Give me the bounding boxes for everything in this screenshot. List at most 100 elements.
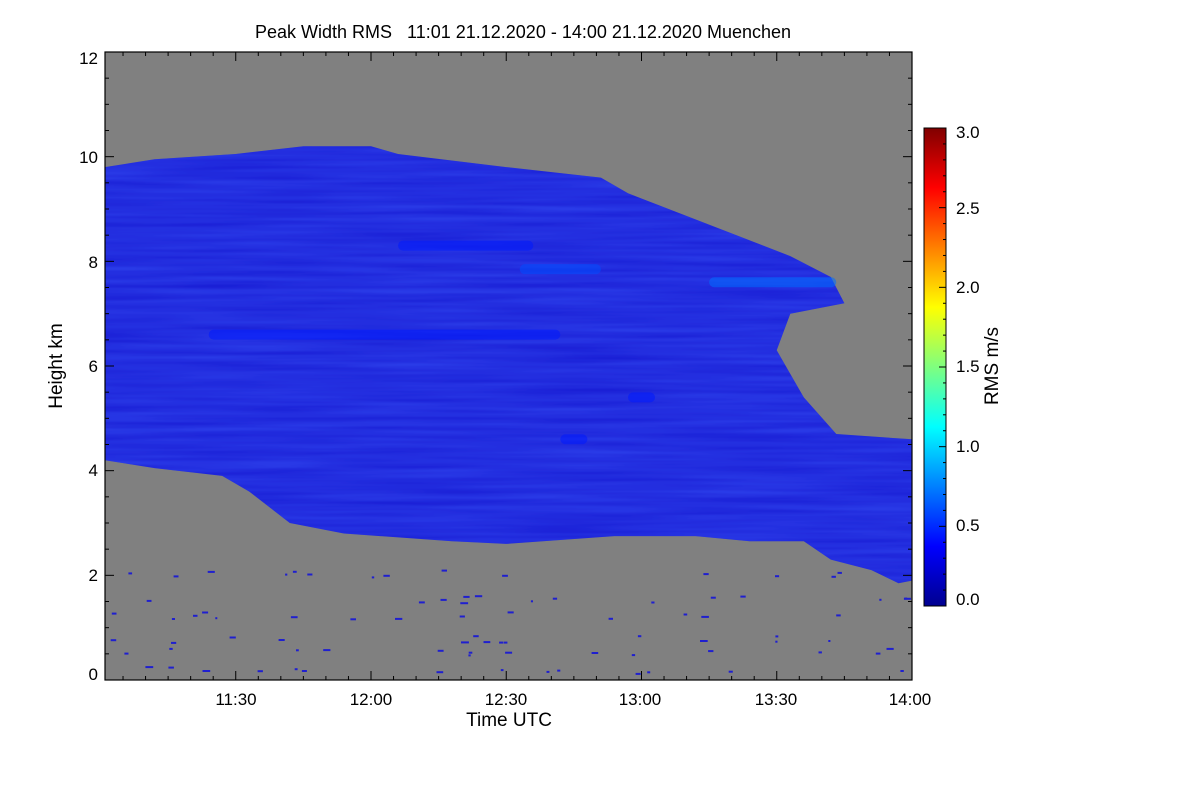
speckle xyxy=(128,572,133,575)
speckle xyxy=(323,649,331,652)
speckle xyxy=(828,640,831,642)
speckle xyxy=(903,597,911,600)
speckle xyxy=(900,670,904,672)
speckle xyxy=(775,640,778,643)
speckle xyxy=(193,614,198,617)
speckle xyxy=(647,671,651,674)
speckle xyxy=(701,615,709,618)
speckle xyxy=(483,641,491,644)
speckle xyxy=(740,595,746,598)
x-tick-label: 12:30 xyxy=(485,690,528,709)
colorbar-title: RMS m/s xyxy=(982,327,1003,405)
speckle xyxy=(459,615,465,618)
y-tick-label: 10 xyxy=(79,148,98,167)
speckle xyxy=(546,670,550,673)
speckle xyxy=(904,597,908,600)
speckle xyxy=(499,641,504,644)
x-tick-label: 13:30 xyxy=(755,690,798,709)
x-axis-title: Time UTC xyxy=(466,710,552,731)
speckle xyxy=(169,647,173,650)
speckle xyxy=(383,574,390,577)
speckle xyxy=(440,598,447,601)
speckle xyxy=(294,668,298,671)
speckle xyxy=(171,618,175,620)
speckle xyxy=(171,641,177,644)
speckle xyxy=(836,614,841,617)
x-tick-label: 14:00 xyxy=(889,690,932,709)
speckle xyxy=(474,595,483,598)
enhanced-layer xyxy=(519,264,601,275)
speckle xyxy=(371,576,375,579)
enhanced-layer xyxy=(560,434,588,445)
echo-texture xyxy=(105,146,912,584)
speckle xyxy=(111,612,117,615)
colorbar-tick-label: 1.0 xyxy=(956,437,980,456)
speckle xyxy=(728,670,733,673)
speckle xyxy=(651,601,655,604)
speckle xyxy=(461,641,469,644)
speckle xyxy=(202,670,211,672)
speckle xyxy=(552,597,558,600)
speckle xyxy=(879,598,882,601)
speckle xyxy=(875,652,881,655)
speckle xyxy=(700,640,708,642)
speckle xyxy=(468,651,473,654)
speckle xyxy=(468,654,471,657)
speckle xyxy=(292,570,297,573)
speckle xyxy=(418,601,425,604)
speckle xyxy=(503,641,508,644)
speckle xyxy=(173,575,179,578)
speckle xyxy=(145,666,154,669)
speckle xyxy=(591,652,599,654)
speckle xyxy=(703,573,709,576)
y-tick-label: 12 xyxy=(79,49,98,68)
y-tick-label: 4 xyxy=(89,461,98,480)
speckle xyxy=(505,651,513,654)
y-tick-label: 0 xyxy=(89,665,98,684)
axis-ticks xyxy=(105,51,913,681)
speckle xyxy=(708,650,714,653)
speckle xyxy=(886,647,894,650)
speckle xyxy=(557,669,561,672)
speckle xyxy=(441,569,447,572)
speckle xyxy=(207,570,215,573)
speckle xyxy=(460,602,469,605)
speckle xyxy=(502,574,508,577)
y-tick-label: 2 xyxy=(89,566,98,585)
speckle xyxy=(710,596,716,599)
speckle xyxy=(831,575,836,578)
speckle xyxy=(110,639,117,642)
speckle xyxy=(608,617,613,620)
speckle xyxy=(436,671,444,674)
speckle xyxy=(290,616,298,619)
enhanced-layers xyxy=(208,240,837,445)
colorbar-tick-label: 0.0 xyxy=(956,590,980,609)
speckle xyxy=(168,666,174,669)
enhanced-layer xyxy=(398,240,534,251)
colorbar-tick-label: 2.0 xyxy=(956,278,980,297)
y-axis-title: Height km xyxy=(46,323,67,409)
speckle xyxy=(257,670,263,673)
speckle xyxy=(631,654,636,657)
speckle xyxy=(285,573,288,576)
enhanced-layer xyxy=(627,392,656,403)
colorbar-ticks xyxy=(939,127,946,607)
chart-title: Peak Width RMS 11:01 21.12.2020 - 14:00 … xyxy=(255,22,791,42)
colorbar-tick-label: 2.5 xyxy=(956,199,980,218)
speckle xyxy=(296,649,299,652)
speckle xyxy=(229,636,236,639)
x-tick-label: 13:00 xyxy=(619,690,662,709)
speckle xyxy=(278,639,285,641)
x-tick-label: 12:00 xyxy=(350,690,393,709)
low-level-speckles xyxy=(110,569,911,675)
speckle xyxy=(215,617,218,620)
speckle xyxy=(775,635,779,638)
speckle xyxy=(146,599,152,602)
y-tick-label: 8 xyxy=(89,253,98,272)
speckle xyxy=(301,670,307,672)
speckle xyxy=(463,595,470,598)
colorbar-tick-label: 3.0 xyxy=(956,123,980,142)
x-tick-label: 11:30 xyxy=(215,690,256,709)
speckle xyxy=(307,573,313,576)
